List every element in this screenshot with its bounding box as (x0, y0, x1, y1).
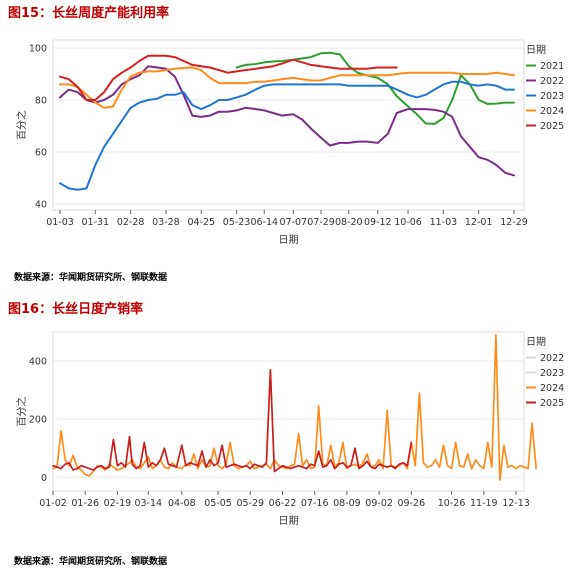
chart1-xtick-label: 10-06 (394, 217, 422, 228)
chart1-xtick-label: 12-01 (465, 217, 493, 228)
chart2-xtick-label: 03-14 (134, 498, 162, 509)
chart1-xtick-label: 05-23 (223, 217, 251, 228)
chart2-xtick-label: 04-08 (168, 498, 196, 509)
chart2-xtick-label: 06-22 (269, 498, 297, 509)
chart2-x-axis-label: 日期 (279, 515, 299, 527)
chart2-legend-item-2025: 2025 (540, 398, 564, 409)
chart1-xtick-label: 12-29 (500, 217, 528, 228)
chart1-source: 数据来源：华闻期货研究所、钢联数据 (14, 273, 168, 283)
chart1-xtick-label: 01-03 (46, 217, 74, 228)
chart1-title: 图15：长丝周度产能利用率 (8, 6, 170, 21)
chart2-ytick-label: 200 (29, 415, 47, 426)
chart1-xtick-label: 04-25 (187, 217, 215, 228)
chart2-ytick-label: 400 (29, 357, 47, 368)
chart1-series-line-2023 (59, 80, 515, 191)
chart1-ytick-label: 100 (29, 44, 47, 55)
chart1-legend-item-2023: 2023 (540, 91, 564, 102)
chart2-ytick-label: 0 (41, 473, 47, 484)
chart1-xtick-label: 01-31 (82, 217, 110, 228)
chart1-legend-item-2024: 2024 (540, 106, 564, 117)
chart2-svg: 0 200 400 01-02 01-26 02-19 03-14 04-08 05-05 05-… (15, 331, 564, 527)
chart1-legend-title: 日期 (526, 44, 546, 56)
chart2-xtick-label: 05-05 (204, 498, 232, 509)
chart1-y-axis-label: 百分之 (15, 110, 28, 140)
chart2-title: 图16：长丝日度产销率 (8, 302, 144, 317)
chart2-legend-item-2023: 2023 (540, 368, 564, 379)
chart1-xtick-label: 02-28 (117, 217, 145, 228)
chart2-xtick-label: 07-16 (301, 498, 329, 509)
chart1-plot-frame (52, 39, 525, 211)
chart2-xtick-label: 09-26 (398, 498, 426, 509)
chart1-xtick-label: 07-29 (307, 217, 335, 228)
chart1-legend-item-2021: 2021 (540, 61, 564, 72)
chart2-legend-item-2022: 2022 (540, 353, 564, 364)
chart1-ytick-label: 40 (35, 200, 47, 211)
chart1-series-line-2021 (235, 51, 515, 125)
chart2-series-line-2025 (52, 368, 413, 473)
chart2-y-axis-label: 百分之 (15, 397, 28, 427)
chart2-xtick-label: 11-19 (470, 498, 498, 509)
chart2-series-line-2024 (52, 334, 537, 482)
chart1-xtick-label: 06-14 (250, 217, 278, 228)
chart1-x-axis-label: 日期 (279, 234, 299, 246)
chart1-series-line-2022 (59, 65, 515, 177)
chart1-legend-item-2022: 2022 (540, 76, 564, 87)
chart2-plot-frame (52, 331, 525, 492)
chart1-series-line-2024 (59, 66, 515, 109)
chart1-ytick-label: 60 (35, 148, 47, 159)
chart2-xtick-label: 02-19 (104, 498, 132, 509)
chart1-ytick-label: 80 (35, 96, 47, 107)
chart2-xtick-label: 05-29 (236, 498, 264, 509)
chart1-legend-item-2025: 2025 (540, 121, 564, 132)
chart1-series-line-2025 (59, 54, 398, 101)
chart2-xtick-label: 10-26 (438, 498, 466, 509)
chart2-legend-item-2024: 2024 (540, 383, 564, 394)
chart2-xtick-label: 01-02 (39, 498, 67, 509)
chart1-xtick-label: 03-28 (152, 217, 180, 228)
chart2-xtick-label: 08-09 (333, 498, 361, 509)
chart2-legend-title: 日期 (526, 336, 546, 348)
chart2-xtick-label: 01-26 (71, 498, 99, 509)
chart1-xtick-label: 07-07 (280, 217, 308, 228)
chart2-source: 数据来源：华闻期货研究所、钢联数据 (14, 557, 168, 567)
chart1-xtick-label: 08-20 (335, 217, 363, 228)
chart1-xtick-label: 09-12 (364, 217, 392, 228)
chart1-xtick-label: 11-03 (430, 217, 458, 228)
chart2-xtick-label: 09-02 (365, 498, 393, 509)
chart2-xtick-label: 12-13 (502, 498, 530, 509)
